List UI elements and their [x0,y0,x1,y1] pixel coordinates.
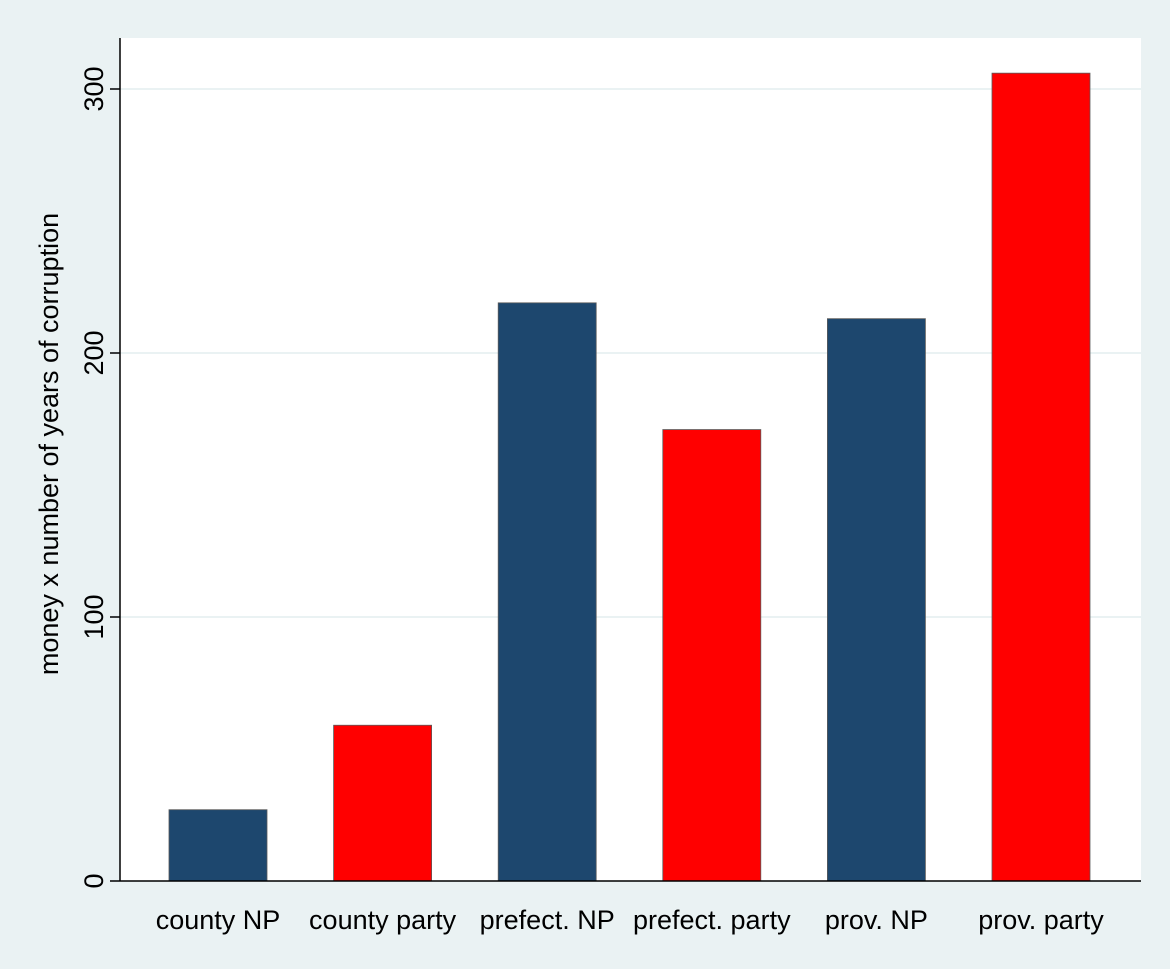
bar [827,318,926,882]
bar [662,429,762,882]
x-tick-label: prefect. NP [480,905,615,935]
x-tick-label: prefect. party [633,905,791,935]
x-tick-label: county NP [156,905,281,935]
x-tick-labels: county NP county party prefect. NP prefect.… [156,905,1105,935]
bar [333,724,433,882]
x-tick-label: prov. NP [825,905,928,935]
bar [497,302,597,882]
y-tick-label: 200 [79,330,109,375]
y-tick-label: 300 [79,66,109,111]
x-tick-label: prov. party [978,905,1104,935]
bar [168,809,268,882]
grid-lines [120,88,1141,618]
y-tick-label: 0 [79,873,109,888]
bar [991,72,1091,882]
y-axis-label: money x number of years of corruption [34,213,64,675]
bars [168,72,1091,882]
plot-area [120,38,1141,881]
axes [119,38,1141,882]
x-tick-label: county party [309,905,457,935]
y-tick-label: 100 [79,594,109,639]
y-ticks: 0 100 200 300 [79,66,120,889]
